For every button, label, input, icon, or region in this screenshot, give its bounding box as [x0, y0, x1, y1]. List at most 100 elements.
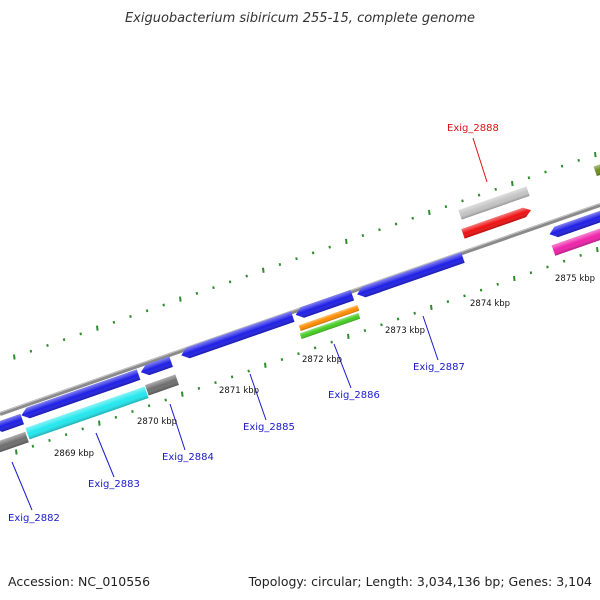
tick-mark — [444, 205, 448, 209]
tick-mark — [594, 151, 597, 158]
tick-mark — [430, 304, 433, 311]
tick-mark — [96, 325, 99, 331]
kbp-label: 2875 kbp — [555, 274, 595, 284]
gene-label[interactable]: Exig_2886 — [328, 390, 380, 401]
leader-line — [333, 343, 352, 389]
gene-arrow-blue[interactable] — [294, 289, 355, 320]
gene-label[interactable]: Exig_2883 — [88, 479, 140, 490]
tick-mark — [494, 187, 497, 191]
kbp-labels: 2869 kbp 2870 kbp 2871 kbp 2872 kbp 2873… — [54, 274, 595, 459]
tick-mark — [145, 309, 149, 313]
kbp-label: 2873 kbp — [385, 326, 425, 336]
kbp-label: 2874 kbp — [470, 299, 510, 309]
tick-mark — [347, 333, 350, 339]
tick-mark — [579, 253, 582, 257]
tick-mark — [413, 311, 416, 315]
tick-mark — [562, 259, 566, 263]
gene-arrow-light-gray[interactable] — [458, 186, 530, 220]
tick-mark — [560, 164, 564, 168]
tick-mark — [131, 410, 134, 414]
tick-mark — [380, 323, 383, 327]
tick-mark — [446, 300, 450, 304]
gene-labels: Exig_2882 Exig_2883 Exig_2884 Exig_2885 … — [8, 123, 499, 524]
gene-arrow-blue[interactable] — [139, 356, 173, 378]
tick-mark — [214, 381, 217, 385]
tick-mark — [245, 274, 248, 278]
tick-mark — [394, 222, 398, 226]
tick-mark — [181, 391, 184, 397]
tick-mark — [228, 280, 232, 284]
gene-arrow-blue[interactable] — [0, 413, 24, 434]
tick-mark — [197, 386, 201, 390]
tick-mark — [544, 170, 547, 174]
tick-mark — [378, 228, 381, 232]
genome-summary-text: Topology: circular; Length: 3,034,136 bp… — [248, 574, 592, 589]
tick-mark — [112, 320, 116, 324]
tick-mark — [195, 291, 199, 295]
tick-mark — [513, 275, 516, 282]
tick-mark — [345, 238, 348, 244]
tick-mark — [363, 329, 367, 333]
kbp-label: 2872 kbp — [302, 355, 342, 365]
gene-arrow-orange[interactable] — [298, 304, 360, 332]
kbp-label: 2869 kbp — [54, 449, 94, 459]
outer-tick-track — [13, 151, 597, 360]
tick-mark — [461, 199, 464, 203]
tick-mark — [529, 271, 533, 275]
gene-arrow-cyan[interactable] — [25, 386, 149, 440]
tick-mark — [477, 193, 481, 197]
tick-mark — [147, 404, 151, 408]
tick-mark — [278, 262, 282, 266]
tick-mark — [511, 180, 514, 187]
gene-leader-lines — [11, 137, 488, 511]
tick-mark — [129, 315, 132, 319]
tick-mark — [46, 343, 49, 347]
tick-mark — [596, 246, 599, 253]
tick-mark — [297, 352, 300, 356]
gene-arrow-gray[interactable] — [145, 374, 179, 396]
tick-mark — [463, 294, 466, 298]
tick-mark — [212, 286, 215, 290]
inner-tick-track — [15, 246, 599, 455]
gene-track — [0, 163, 600, 455]
gene-label[interactable]: Exig_2884 — [162, 452, 214, 463]
gene-arrow-olive[interactable] — [593, 163, 600, 177]
gene-arrow-gray[interactable] — [0, 431, 29, 455]
gene-label[interactable]: Exig_2885 — [243, 422, 295, 433]
tick-mark — [428, 209, 431, 216]
tick-mark — [479, 288, 483, 292]
gene-label[interactable]: Exig_2882 — [8, 513, 60, 524]
tick-mark — [396, 317, 400, 321]
tick-mark — [280, 357, 284, 361]
tick-mark — [411, 216, 414, 220]
tick-mark — [328, 245, 331, 249]
tick-mark — [29, 349, 33, 353]
gene-arrow-blue[interactable] — [548, 210, 600, 240]
tick-mark — [114, 415, 118, 419]
accession-text: Accession: NC_010556 — [8, 574, 150, 589]
gene-label[interactable]: Exig_2887 — [413, 362, 465, 373]
tick-mark — [546, 265, 549, 269]
gene-arrow-magenta[interactable] — [551, 228, 600, 256]
tick-mark — [496, 282, 499, 286]
leader-line — [422, 315, 439, 361]
tick-mark — [264, 362, 267, 368]
kbp-label: 2871 kbp — [219, 386, 259, 396]
tick-mark — [81, 427, 84, 431]
gene-arrow-blue[interactable] — [355, 252, 465, 299]
leader-line — [95, 432, 115, 478]
leader-line — [249, 373, 267, 421]
gene-arrow-green[interactable] — [299, 312, 361, 340]
tick-mark — [262, 267, 265, 273]
gene-arrow-blue[interactable] — [20, 369, 141, 420]
gene-arrow-red[interactable] — [461, 205, 532, 239]
tick-mark — [15, 449, 18, 455]
tick-mark — [577, 158, 580, 162]
tick-mark — [313, 346, 317, 350]
gene-label[interactable]: Exig_2888 — [447, 123, 499, 134]
tick-mark — [79, 332, 82, 336]
gene-arrow-blue[interactable] — [179, 311, 295, 360]
leader-line — [11, 461, 33, 511]
tick-mark — [48, 438, 51, 442]
tick-mark — [64, 433, 68, 437]
